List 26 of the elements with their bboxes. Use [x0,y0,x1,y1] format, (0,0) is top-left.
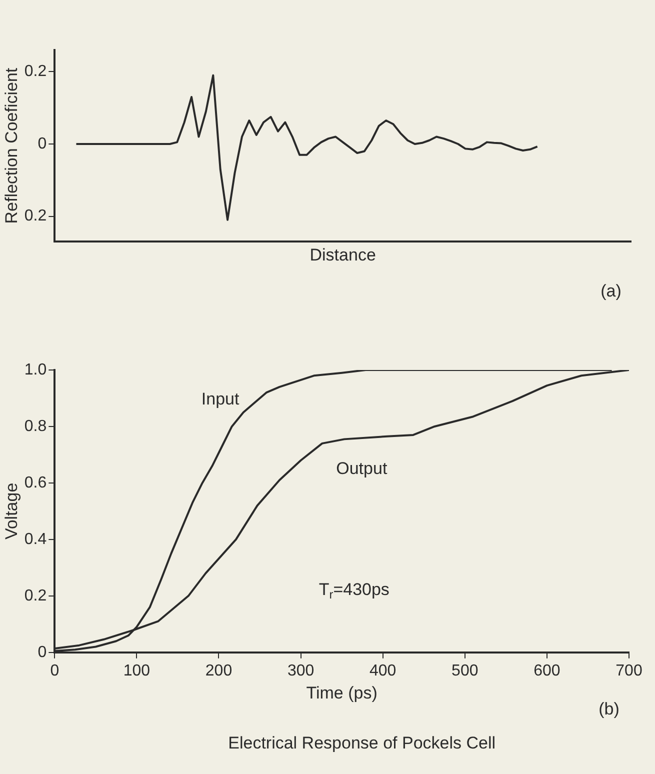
y-axis-title: Reflection Coeficient [2,68,21,224]
text: (b) [598,700,620,719]
y-tick-label: 1.0 [24,361,47,378]
x-tick-label: 300 [287,662,314,680]
x-tick-label: 500 [452,662,478,680]
x-tick-label: 100 [123,662,150,680]
text: Electrical Response of Pockels Cell [228,734,496,753]
y-tick-label: 0.2 [24,63,47,80]
y-tick-label: 0.4 [24,530,47,548]
y-tick-label: 0.8 [24,418,47,435]
x-tick-label: 200 [205,662,232,680]
y-tick-label: 0.6 [24,474,47,492]
series-label: Output [336,459,388,478]
y-tick-label: 0 [38,135,47,152]
y-tick-label: 0 [38,644,47,661]
y-axis-title: Voltage [2,482,21,540]
y-tick-label: 0.2 [24,208,47,225]
x-tick-label: 400 [369,662,396,680]
x-tick-label: 700 [616,662,642,680]
x-tick-label: 600 [534,662,560,680]
series-label: Input [201,390,240,409]
x-axis-title: Time (ps) [306,683,378,702]
y-tick-label: 0.2 [24,587,47,604]
text: (a) [600,282,622,301]
x-tick-label: 0 [50,662,60,680]
x-axis-title: Distance [310,245,376,264]
